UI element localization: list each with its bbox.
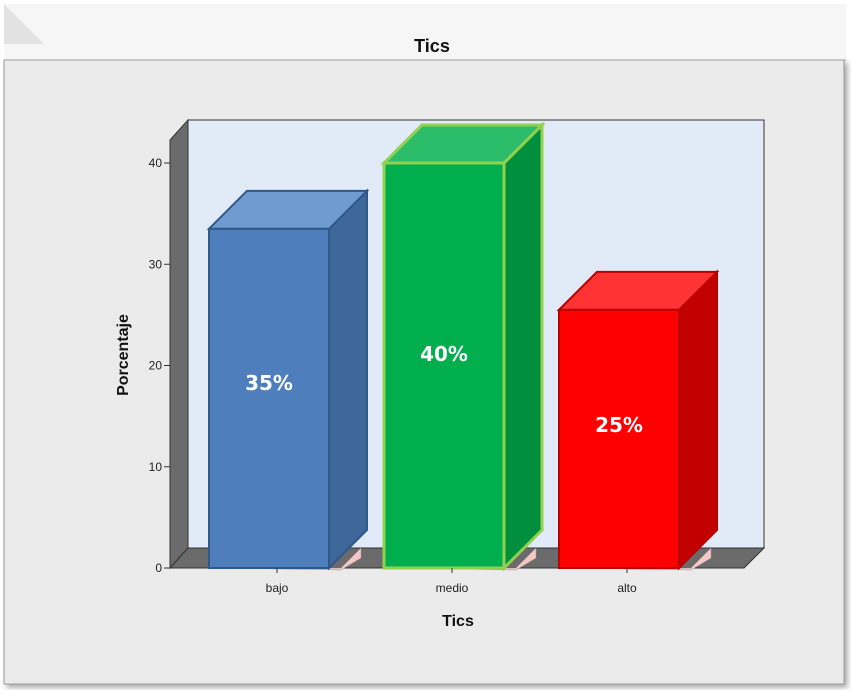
data-label-bajo: 35% — [245, 371, 293, 395]
y-axis: 0 10 20 30 40 — [149, 156, 170, 575]
data-label-alto: 25% — [595, 413, 643, 437]
bar-alto — [558, 308, 680, 569]
frame-corner-left — [4, 4, 44, 44]
x-tick-label-medio: medio — [436, 581, 469, 595]
x-tick-label-bajo: bajo — [266, 581, 289, 595]
y-axis-title: Porcentaje — [115, 314, 132, 396]
bar-medio — [382, 161, 506, 570]
bar-bajo — [208, 227, 330, 569]
y-tick-label-1: 10 — [149, 460, 163, 474]
data-label-medio: 40% — [420, 342, 468, 366]
bar-side-medio — [502, 121, 544, 572]
chart-title: Tics — [414, 36, 450, 56]
frame-bevel-top — [4, 4, 846, 60]
bar-side-bajo — [328, 188, 368, 571]
y-tick-label-2: 20 — [149, 359, 163, 373]
x-tick-label-alto: alto — [617, 581, 637, 595]
y-tick-label-4: 40 — [149, 156, 163, 170]
x-axis-title: Tics — [442, 613, 474, 630]
bar-side-alto — [678, 269, 718, 571]
bars-group: 35% 40% 25% — [206, 121, 720, 572]
x-axis: bajo medio alto — [266, 568, 637, 595]
plot-left-wall — [169, 118, 189, 570]
y-tick-label-3: 30 — [149, 257, 163, 271]
y-tick-label-0: 0 — [155, 561, 162, 575]
